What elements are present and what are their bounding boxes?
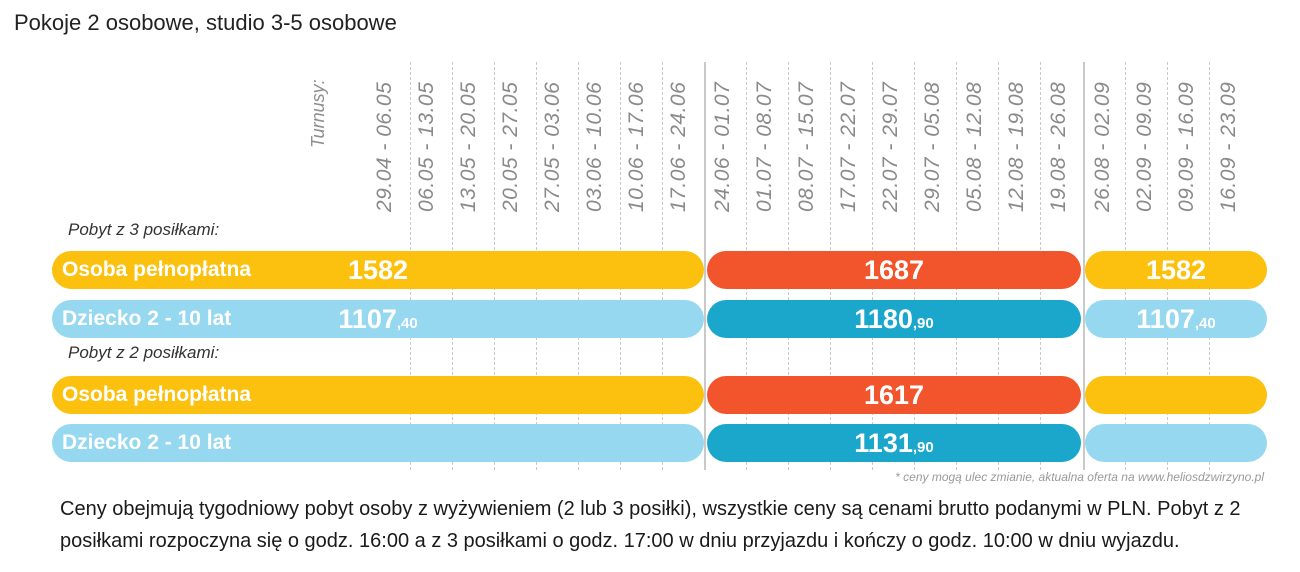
price-wrap: 1131,90	[854, 428, 933, 459]
row-label: Dziecko 2 - 10 lat	[62, 431, 232, 454]
row-adult-3-low2: 1582	[1085, 251, 1267, 289]
row-child-3-low: Dziecko 2 - 10 lat 1107,40	[52, 300, 704, 338]
date-header: 22.07 - 29.07	[879, 81, 902, 212]
section-label-2-meals: Pobyt z 2 posiłkami:	[68, 343, 220, 362]
date-header: 17.06 - 24.06	[667, 81, 690, 212]
price-cents: ,40	[396, 314, 418, 332]
date-header: 19.08 - 26.08	[1047, 81, 1070, 212]
row-label: Osoba pełnopłatna	[62, 258, 252, 281]
date-header: 26.08 - 02.09	[1091, 81, 1114, 212]
row-child-2-low: Dziecko 2 - 10 lat	[52, 424, 704, 462]
date-header: 16.09 - 23.09	[1217, 81, 1240, 212]
row-label: Osoba pełnopłatna	[62, 383, 252, 406]
column-divider	[1083, 62, 1085, 470]
column-divider	[704, 62, 706, 470]
row-adult-2-low2	[1085, 376, 1267, 414]
date-header: 05.08 - 12.08	[963, 81, 986, 212]
row-child-3-high: 1180,90	[707, 300, 1081, 338]
price: 1180	[854, 303, 913, 334]
price: 1687	[863, 254, 925, 285]
price: 1617	[863, 379, 925, 410]
date-header: 12.08 - 19.08	[1005, 81, 1028, 212]
date-header: 17.07 - 22.07	[837, 81, 860, 212]
date-header: 08.07 - 15.07	[795, 81, 818, 212]
price: 1131	[854, 427, 913, 458]
row-adult-2-high: 1617	[707, 376, 1081, 414]
row-child-2-high: 1131,90	[707, 424, 1081, 462]
footer-text: Ceny obejmują tygodniowy pobyt osoby z w…	[60, 498, 1241, 552]
price-cents: ,90	[912, 314, 934, 332]
price-cents: ,90	[912, 438, 934, 456]
date-header: 01.07 - 08.07	[753, 81, 776, 212]
row-adult-2-low: Osoba pełnopłatna	[52, 376, 704, 414]
price: 1107	[1136, 303, 1195, 334]
date-header: 27.05 - 03.06	[541, 81, 564, 212]
date-header: 13.05 - 20.05	[457, 81, 480, 212]
date-header: 20.05 - 27.05	[499, 81, 522, 212]
price: 1582	[347, 254, 409, 285]
date-header: 24.06 - 01.07	[711, 81, 734, 212]
row-child-2-low2	[1085, 424, 1267, 462]
date-header: 29.04 - 06.05	[373, 81, 396, 212]
section-label-3-meals: Pobyt z 3 posiłkami:	[68, 220, 220, 239]
turnusy-label: Turnusy:	[308, 79, 328, 148]
row-label: Dziecko 2 - 10 lat	[62, 307, 232, 330]
row-adult-3-high: 1687	[707, 251, 1081, 289]
date-header: 10.06 - 17.06	[625, 81, 648, 212]
price-wrap: 1180,90	[854, 304, 933, 335]
price-wrap: 1107,40	[1136, 304, 1215, 335]
date-header: 02.09 - 09.09	[1133, 81, 1156, 212]
price-cents: ,40	[1194, 314, 1216, 332]
row-adult-3-low: Osoba pełnopłatna 1582	[52, 251, 704, 289]
disclaimer-note: * ceny mogą ulec zmianie, aktualna ofert…	[895, 470, 1264, 484]
price-wrap: 1107,40	[338, 304, 417, 335]
page-title: Pokoje 2 osobowe, studio 3-5 osobowe	[14, 10, 397, 35]
price: 1582	[1145, 254, 1207, 285]
date-header: 06.05 - 13.05	[415, 81, 438, 212]
date-header: 03.06 - 10.06	[583, 81, 606, 212]
date-header: 09.09 - 16.09	[1175, 81, 1198, 212]
date-header: 29.07 - 05.08	[921, 81, 944, 212]
price: 1107	[338, 303, 397, 334]
row-child-3-low2: 1107,40	[1085, 300, 1267, 338]
